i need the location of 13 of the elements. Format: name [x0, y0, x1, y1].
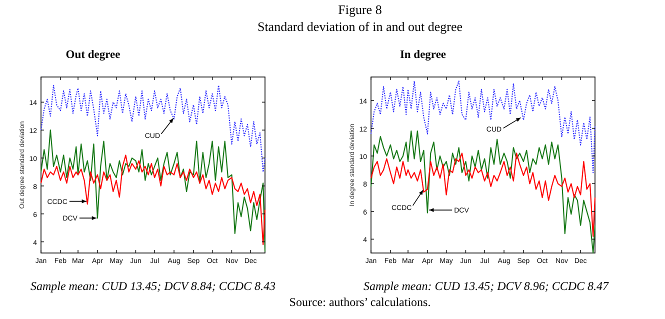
text: Sample mean: CUD 13.45; DCV 8.96; CCDC 8.47 — [363, 279, 610, 293]
line-series — [370, 152, 596, 237]
source-note: Source: authors’ calculations. — [289, 295, 431, 309]
chart-title: Out degree — [66, 49, 120, 61]
chart-title: In degree — [400, 49, 446, 61]
line-series — [40, 130, 266, 252]
text: Standard deviation of in and out degree — [257, 19, 463, 34]
line-series — [370, 130, 596, 254]
line-series — [40, 154, 266, 246]
line-series — [370, 80, 596, 174]
text: Sample mean: CUD 13.45; DCV 8.84; CCDC 8.43 — [30, 279, 276, 293]
line-series — [40, 84, 266, 173]
caption: Figure 8 — [338, 2, 382, 17]
